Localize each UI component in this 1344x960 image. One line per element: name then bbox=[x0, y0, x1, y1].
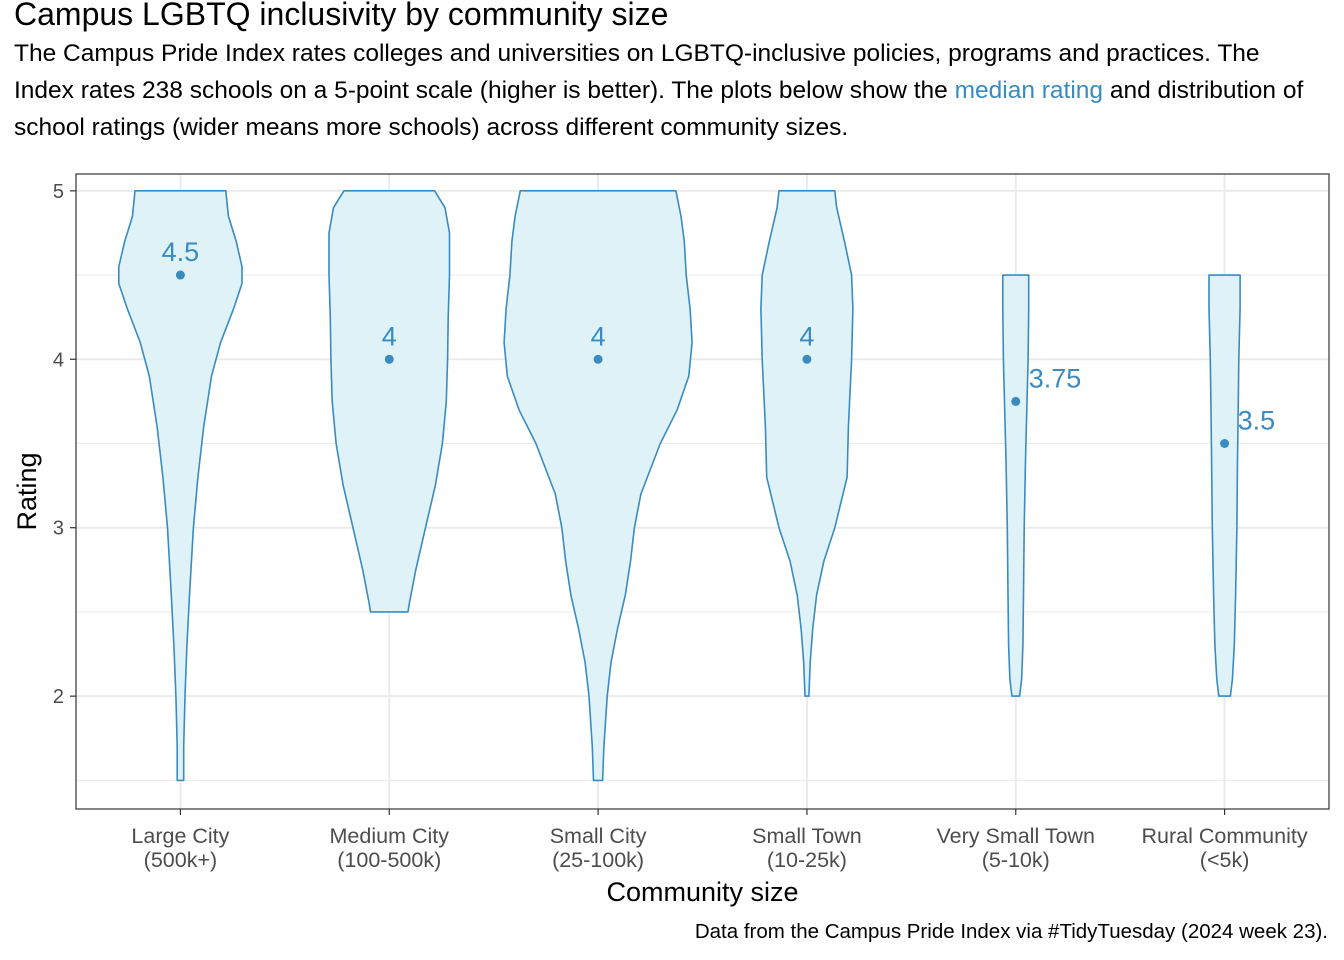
subtitle-text-before: The Campus Pride Index rates colleges an… bbox=[14, 40, 1260, 104]
violin-shape bbox=[503, 190, 693, 782]
subtitle-highlight-median-rating: median rating bbox=[954, 77, 1104, 104]
median-point bbox=[1220, 438, 1230, 448]
violin-shape bbox=[760, 190, 854, 697]
median-label: 4 bbox=[382, 321, 397, 351]
violin-shape bbox=[1002, 274, 1030, 697]
violin-shape bbox=[118, 190, 243, 782]
x-tick-label: Small Town bbox=[752, 824, 862, 848]
x-axis-title: Community size bbox=[606, 877, 798, 907]
x-tick-sublabel: (100-500k) bbox=[337, 848, 441, 872]
violin-shape bbox=[1208, 274, 1241, 697]
y-tick-label: 5 bbox=[53, 181, 64, 203]
y-tick-label: 2 bbox=[53, 686, 64, 708]
median-point bbox=[593, 354, 603, 364]
x-tick-sublabel: (10-25k) bbox=[767, 848, 847, 872]
x-tick-label: Small City bbox=[550, 824, 647, 848]
chart-caption: Data from the Campus Pride Index via #Ti… bbox=[694, 920, 1328, 943]
subtitle-text-after: and distribution of school ratings (wide… bbox=[14, 77, 1304, 141]
grid-lines bbox=[76, 174, 1329, 809]
median-point bbox=[1011, 396, 1021, 406]
violins: 4.5 4 4 4 3.75 3.5 bbox=[118, 190, 1276, 782]
x-tick-sublabel: (5-10k) bbox=[982, 848, 1050, 872]
chart-title: Campus LGBTQ inclusivity by community si… bbox=[14, 0, 669, 32]
chart-subtitle: The Campus Pride Index rates colleges an… bbox=[14, 35, 1314, 146]
panel-border bbox=[75, 173, 1330, 810]
x-tick-sublabel: (500k+) bbox=[144, 848, 218, 872]
x-tick-sublabel: (25-100k) bbox=[552, 848, 644, 872]
violin-shape bbox=[328, 190, 451, 613]
y-axis-title: Rating bbox=[12, 452, 42, 530]
x-tick-label: Large City bbox=[131, 824, 229, 848]
median-label: 4.5 bbox=[162, 237, 200, 267]
y-tick-label: 4 bbox=[53, 349, 64, 371]
median-label: 3.75 bbox=[1029, 363, 1082, 393]
axes: 2 3 4 5 Large City(500k+) Medium City(100-500… bbox=[53, 181, 1308, 872]
x-tick-sublabel: (<5k) bbox=[1200, 848, 1250, 872]
median-point bbox=[384, 354, 394, 364]
median-point bbox=[802, 354, 812, 364]
x-tick-label: Very Small Town bbox=[936, 824, 1095, 848]
median-point bbox=[175, 270, 185, 280]
y-tick-label: 3 bbox=[53, 518, 64, 540]
x-tick-label: Rural Community bbox=[1142, 824, 1308, 848]
median-label: 4 bbox=[799, 321, 814, 351]
x-tick-label: Medium City bbox=[330, 824, 450, 848]
median-label: 4 bbox=[591, 321, 606, 351]
median-label: 3.5 bbox=[1238, 405, 1276, 435]
